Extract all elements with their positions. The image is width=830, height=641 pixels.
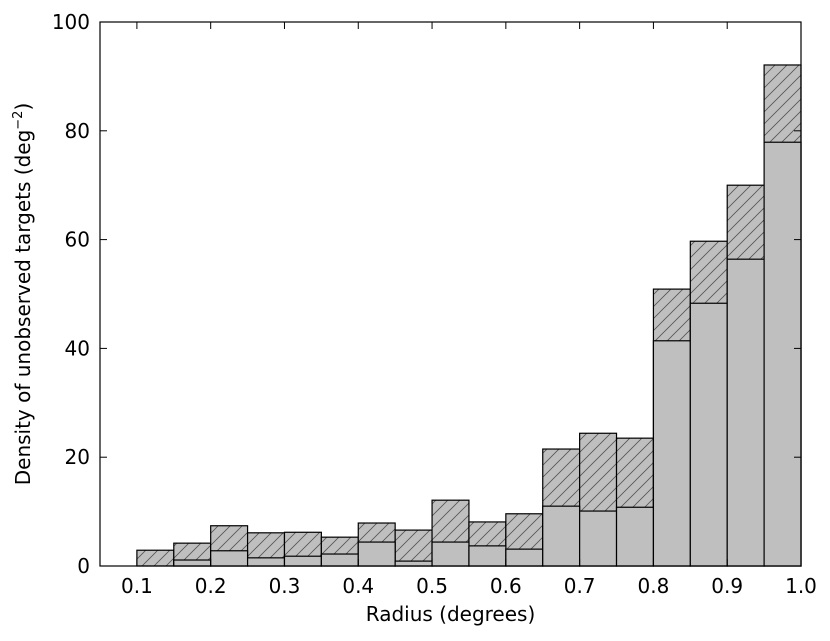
- y-tick-label: 0: [77, 554, 90, 578]
- x-tick-label: 0.2: [195, 574, 227, 598]
- y-axis-label: Density of unobserved targets (deg−2): [11, 103, 35, 486]
- bar: [173, 559, 212, 567]
- bar: [431, 541, 470, 567]
- y-tick-label: 80: [65, 119, 90, 143]
- x-tick-label: 0.5: [416, 574, 448, 598]
- y-tick-label: 100: [52, 10, 90, 34]
- y-label-text: Density of unobserved targets (deg: [11, 130, 35, 486]
- bar: [394, 560, 433, 567]
- bar: [726, 258, 765, 567]
- bar: [246, 557, 286, 567]
- x-tick-label: 0.7: [564, 574, 596, 598]
- x-tick-label: 0.6: [490, 574, 522, 598]
- hatched-bar: [136, 549, 175, 567]
- bar: [579, 510, 618, 567]
- bar: [689, 302, 728, 567]
- bar: [210, 550, 249, 567]
- y-label-superscript: −2: [11, 111, 26, 130]
- bar: [615, 506, 655, 567]
- x-tick-label: 0.9: [711, 574, 743, 598]
- bar: [468, 545, 507, 567]
- bar: [542, 505, 581, 567]
- x-tick-label: 1.0: [785, 574, 817, 598]
- y-tick-label: 60: [65, 228, 90, 252]
- bar: [763, 141, 802, 567]
- x-tick-label: 0.1: [121, 574, 153, 598]
- bar: [505, 548, 544, 567]
- y-label-suffix: ): [11, 103, 35, 111]
- bar: [320, 553, 359, 567]
- bar: [652, 340, 691, 567]
- bars: [136, 64, 802, 567]
- x-tick-label: 0.3: [269, 574, 301, 598]
- bar: [283, 555, 322, 567]
- x-axis-label: Radius (degrees): [366, 602, 536, 626]
- y-tick-label: 40: [65, 336, 90, 360]
- plot-frame: [99, 21, 802, 567]
- x-tick-label: 0.8: [638, 574, 670, 598]
- y-tick-label: 20: [65, 445, 90, 469]
- x-tick-label: 0.4: [342, 574, 374, 598]
- bar: [357, 541, 396, 567]
